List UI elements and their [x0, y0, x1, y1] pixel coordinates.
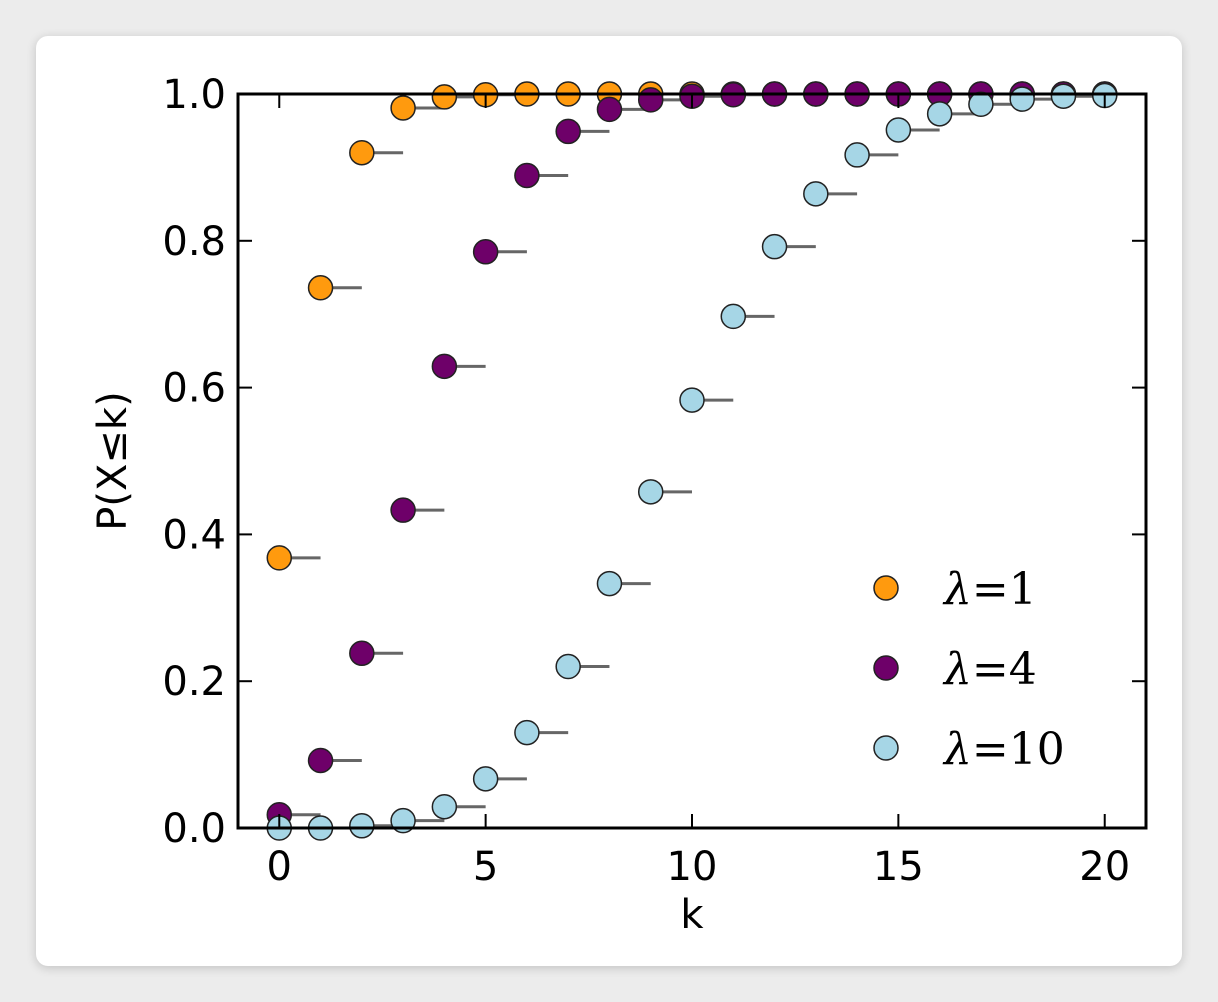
data-point: [431, 353, 458, 380]
legend-value: =10: [972, 724, 1065, 775]
data-point: [555, 118, 581, 145]
data-point: [266, 545, 293, 571]
data-point: [596, 96, 623, 123]
x-tick-label: 0: [267, 844, 292, 890]
y-tick-label: 0.0: [162, 806, 226, 852]
data-point: [349, 139, 375, 166]
data-point: [1050, 83, 1077, 109]
data-point: [307, 747, 334, 774]
x-tick-label: 5: [473, 844, 498, 890]
tick-labels: 0 5 10 15 20 0.0 0.2 0.4 0.6 0.8 1.0: [162, 72, 1130, 890]
legend-lambda-symbol: λ: [942, 644, 972, 695]
legend-lambda-symbol: λ: [942, 724, 972, 775]
y-tick-label: 0.4: [162, 512, 226, 558]
data-point: [514, 162, 540, 189]
data-point: [1009, 86, 1035, 112]
legend-lambda-symbol: λ: [942, 564, 972, 615]
data-point: [514, 719, 540, 746]
legend-marker: [873, 655, 899, 681]
data-point: [803, 181, 829, 207]
chart: 0 5 10 15 200.00.20.40.60.81.0 k P(X≤k) λ=1λ…: [90, 72, 1148, 938]
data-point: [637, 87, 664, 113]
x-tick-label: 15: [873, 844, 924, 890]
y-tick-label: 0.6: [162, 366, 226, 412]
legend-label: λ=4: [942, 644, 1037, 695]
data-point: [431, 793, 458, 820]
data-point: [885, 117, 912, 143]
data-point: [720, 303, 747, 330]
data-point: [390, 497, 416, 523]
step-segments: [279, 92, 1105, 830]
axis-ticks: [238, 93, 1146, 829]
chart-card: 0 5 10 15 20 0.0 0.2 0.4 0.6 0.8 1.0 k P(X≤k) λ=1 λ…: [36, 36, 1182, 966]
x-tick-label: 20: [1079, 844, 1130, 890]
data-point: [431, 84, 458, 110]
legend-marker: [873, 735, 899, 761]
y-tick-label: 0.8: [162, 219, 226, 265]
data-point: [844, 142, 870, 168]
data-point: [596, 570, 623, 597]
legend-marker: [873, 575, 899, 601]
x-axis-label: k: [680, 892, 704, 938]
data-point: [390, 95, 416, 121]
legend-value: =1: [972, 564, 1037, 615]
data-point: [761, 233, 788, 260]
legend-item: λ=1: [873, 564, 1037, 615]
y-tick-label: 1.0: [162, 72, 226, 118]
data-point: [349, 640, 375, 667]
data-point: [349, 813, 375, 839]
plot-frame: [236, 92, 1148, 830]
legend-item: λ=4: [873, 644, 1037, 695]
legend-label: λ=10: [942, 724, 1065, 775]
y-axis-label: P(X≤k): [90, 391, 136, 530]
data-point: [555, 653, 581, 680]
data-point: [472, 239, 499, 265]
legend-item: λ=10: [873, 724, 1065, 775]
data-point: [968, 91, 994, 118]
data-point: [637, 479, 664, 505]
legend-value: =4: [972, 644, 1037, 695]
y-tick-label: 0.2: [162, 659, 226, 705]
x-tick-label: 10: [667, 844, 718, 890]
data-point: [472, 766, 499, 792]
data-point: [679, 387, 705, 413]
data-point: [926, 101, 953, 127]
legend-label: λ=1: [942, 564, 1037, 615]
data-point: [307, 275, 334, 301]
legend: λ=1λ=4λ=10: [873, 564, 1065, 775]
